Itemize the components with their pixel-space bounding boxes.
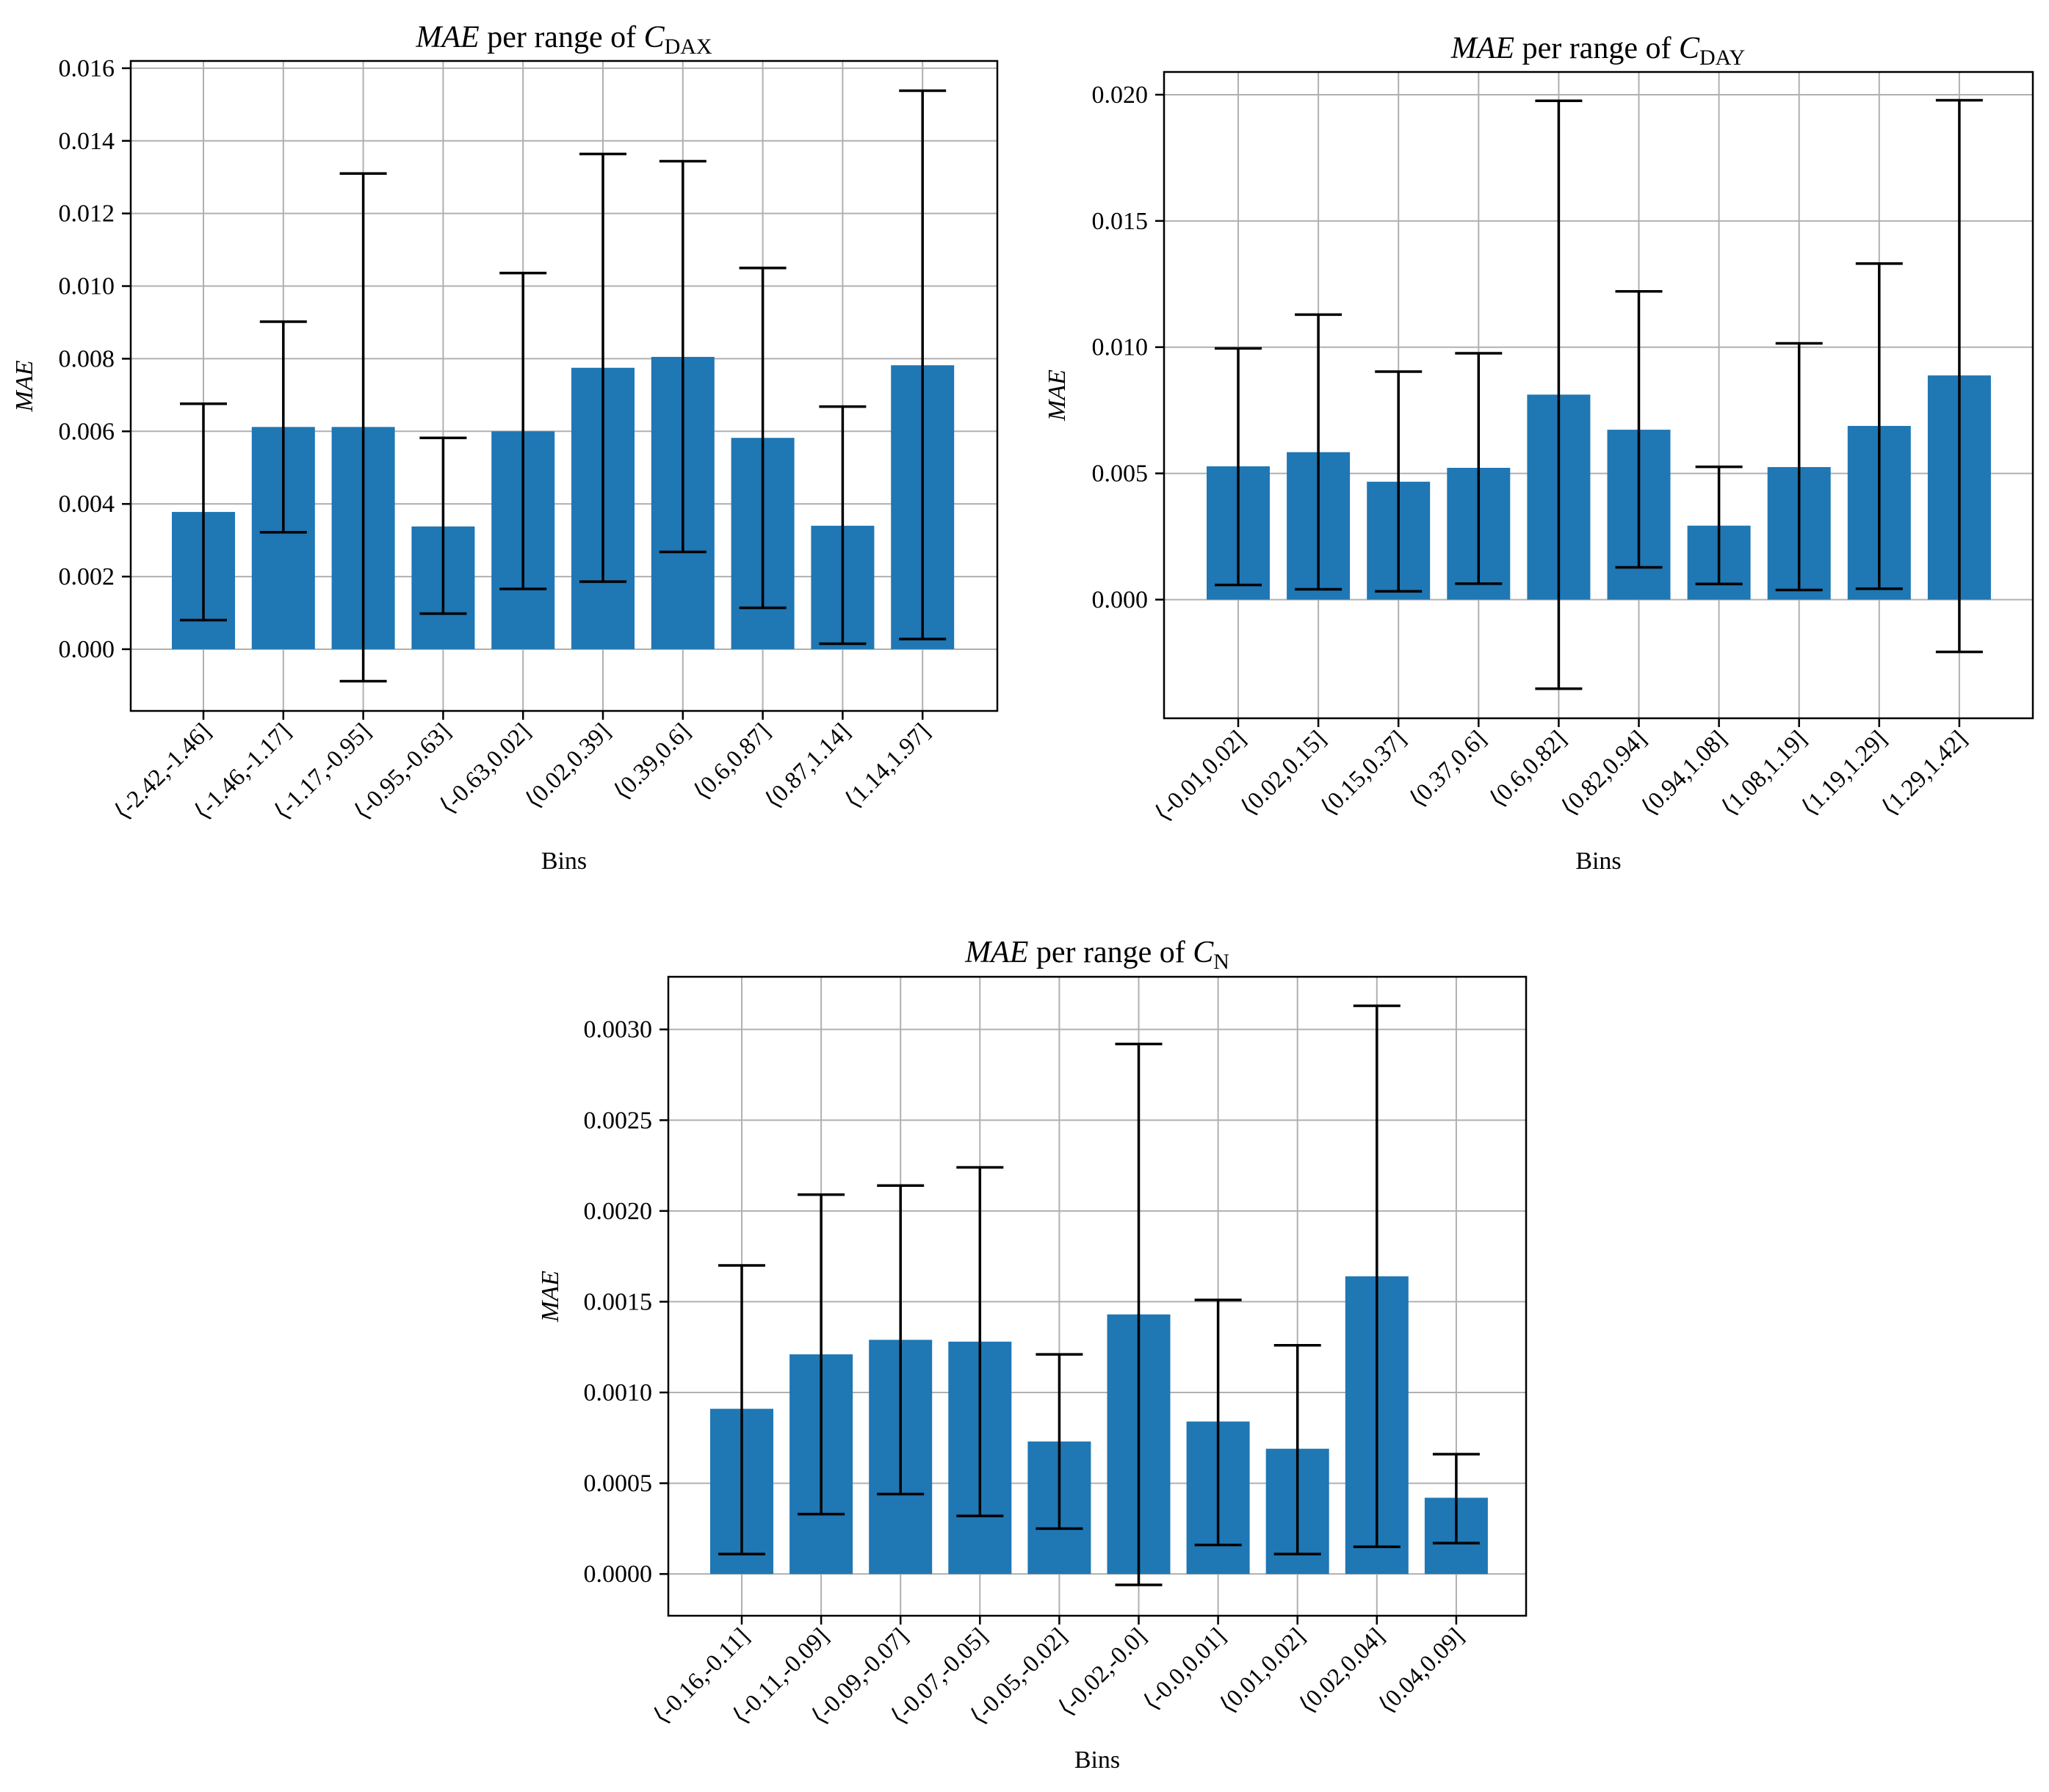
y-tick-label: 0.000 <box>59 636 115 663</box>
y-tick-label: 0.014 <box>59 128 115 155</box>
x-tick-label: ⟨1.29,1.42] <box>1877 726 1973 821</box>
title-metric: MAE <box>1450 32 1514 65</box>
title-subscript: DAY <box>1699 46 1745 70</box>
y-tick-label: 0.012 <box>59 200 115 228</box>
x-tick-label: ⟨0.94,1.08] <box>1636 726 1732 821</box>
title-metric: MAE <box>415 21 479 54</box>
y-tick-label: 0.008 <box>59 345 115 372</box>
y-tick-label: 0.0005 <box>584 1470 653 1497</box>
x-tick-label: ⟨1.08,1.19] <box>1717 726 1813 821</box>
y-tick-label: 0.015 <box>1092 208 1149 235</box>
y-tick-label: 0.0030 <box>584 1016 653 1044</box>
x-tick-label: ⟨0.82,0.94] <box>1556 726 1652 821</box>
chart-title: MAE per range of CDAX <box>415 21 712 59</box>
plot-frame <box>667 975 1528 1617</box>
y-tick-label: 0.016 <box>59 55 115 82</box>
x-tick-label: ⟨0.15,0.37] <box>1316 726 1412 821</box>
title-variable: C <box>1193 936 1214 969</box>
x-tick-label: ⟨1.19,1.29] <box>1797 726 1893 821</box>
x-tick-label: ⟨0.02,0.39] <box>521 718 616 814</box>
x-tick-label: ⟨-0.01,0.02] <box>1150 726 1251 827</box>
x-tick-label: ⟨0.02,0.04] <box>1295 1623 1390 1719</box>
x-tick-label: ⟨1.14,1.97] <box>840 718 936 814</box>
y-axis-label: MAE <box>537 1271 564 1323</box>
plot-frame <box>129 59 999 712</box>
title-subscript: N <box>1213 950 1229 974</box>
y-tick-label: 0.010 <box>1092 334 1149 361</box>
chart-title: MAE per range of CDAY <box>1450 32 1745 70</box>
panel-cdax: 0.000 0.002 0.004 0.006 0.008 0.010 0.012 0.014… <box>11 21 999 875</box>
panel-cn: 0.0000 0.0005 0.0010 0.0015 0.0020 0.0025 0.00… <box>537 936 1528 1774</box>
y-tick-label: 0.0000 <box>584 1561 653 1588</box>
title-text: per range of <box>480 21 644 54</box>
title-metric: MAE <box>964 936 1028 969</box>
y-axis-label: MAE <box>11 360 38 412</box>
y-tick-label: 0.005 <box>1092 460 1149 488</box>
y-axis-label: MAE <box>1044 369 1071 422</box>
x-tick-label: ⟨0.01,0.02] <box>1215 1623 1311 1719</box>
y-tick-label: 0.0025 <box>584 1107 653 1134</box>
y-tick-label: 0.0020 <box>584 1198 653 1225</box>
x-axis-label: Bins <box>1575 848 1621 875</box>
title-variable: C <box>1679 32 1700 65</box>
y-tick-label: 0.0010 <box>584 1379 653 1406</box>
chart-title: MAE per range of CN <box>964 936 1229 974</box>
x-tick-label: ⟨0.39,0.6] <box>609 718 695 805</box>
x-axis-label: Bins <box>1074 1746 1120 1774</box>
y-tick-label: 0.010 <box>59 273 115 300</box>
x-tick-label: ⟨0.37,0.6] <box>1405 726 1492 812</box>
title-text: per range of <box>1028 936 1193 969</box>
x-tick-label: ⟨0.04,0.09] <box>1374 1623 1470 1719</box>
y-tick-label: 0.000 <box>1092 586 1149 613</box>
panel-cday: 0.0000.0050.0100.0150.020⟨-0.01,0.02]⟨0.… <box>1044 32 2034 875</box>
title-text: per range of <box>1514 32 1679 65</box>
title-subscript: DAX <box>665 35 712 59</box>
title-variable: C <box>644 21 665 54</box>
x-axis-label: Bins <box>541 848 587 875</box>
x-tick-label: ⟨0.02,0.15] <box>1236 726 1331 821</box>
plot-frame <box>1163 71 2034 720</box>
x-tick-label: ⟨0.87,1.14] <box>760 718 856 814</box>
y-tick-label: 0.0015 <box>584 1288 653 1315</box>
y-tick-label: 0.002 <box>59 563 115 590</box>
y-tick-label: 0.020 <box>1092 82 1149 109</box>
y-tick-label: 0.006 <box>59 418 115 445</box>
y-tick-label: 0.004 <box>59 491 115 518</box>
